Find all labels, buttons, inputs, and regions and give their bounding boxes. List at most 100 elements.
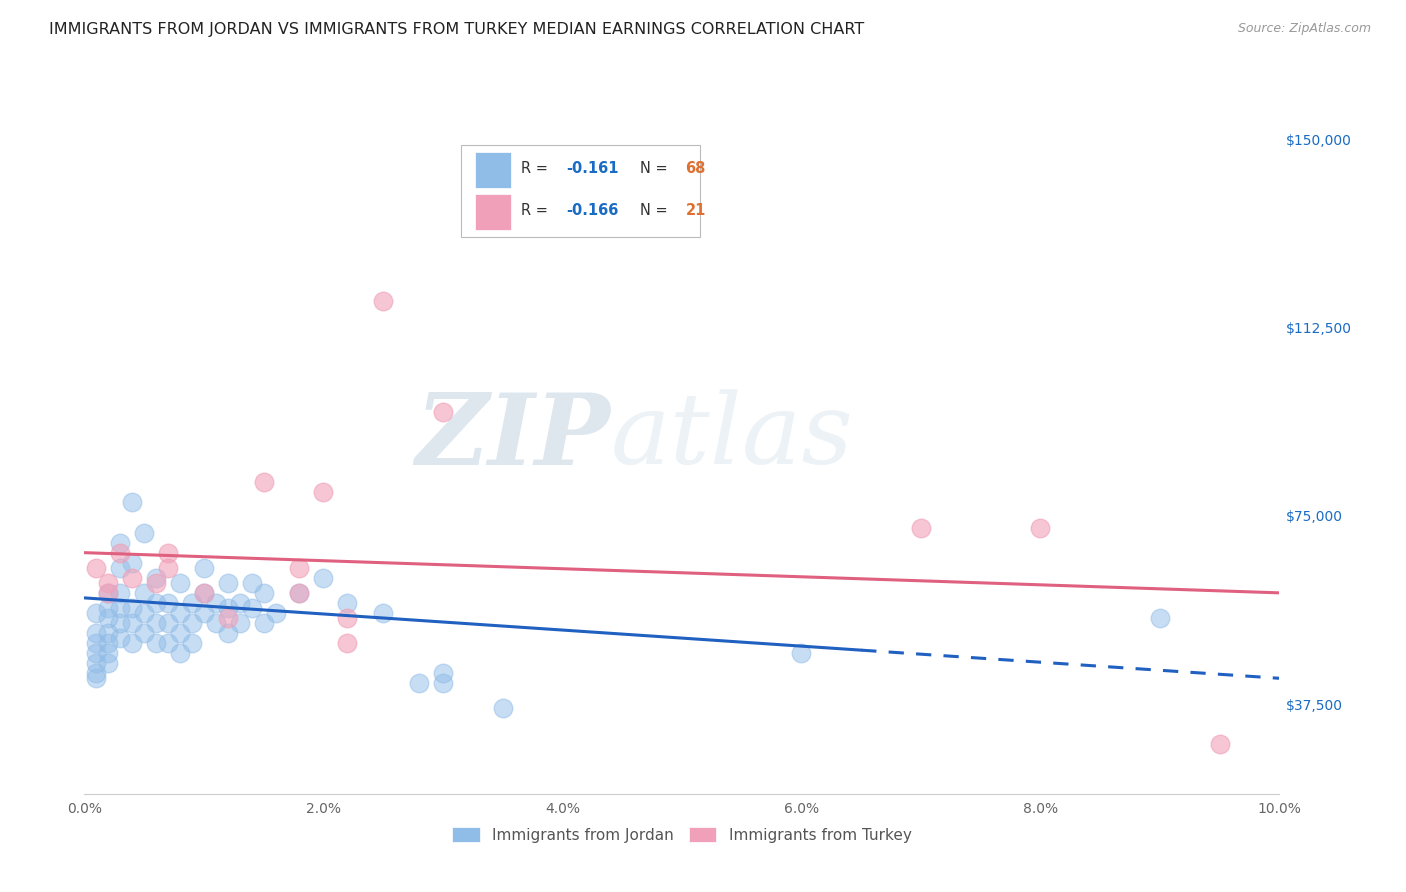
Point [288,586,311,600]
Point [121,495,143,509]
Point [97,601,120,615]
FancyBboxPatch shape [475,153,510,188]
Point [157,636,180,650]
Point [132,586,156,600]
Point [121,636,143,650]
Point [288,586,311,600]
Point [110,586,132,600]
Text: -0.161: -0.161 [567,161,619,177]
Point [492,701,515,715]
Point [121,601,143,615]
Point [121,571,143,585]
Text: R =: R = [520,161,553,177]
Point [86,606,108,620]
Point [228,596,252,610]
Text: -0.166: -0.166 [567,203,619,218]
Point [157,546,180,560]
Text: Source: ZipAtlas.com: Source: ZipAtlas.com [1237,22,1371,36]
Point [336,596,359,610]
Point [432,666,454,681]
Point [145,636,167,650]
Point [86,666,108,681]
Text: 21: 21 [686,203,706,218]
Point [145,571,167,585]
Point [910,520,932,534]
Point [288,560,311,574]
Point [97,657,120,671]
Point [205,596,228,610]
Point [336,611,359,625]
Point [312,571,335,585]
Text: IMMIGRANTS FROM JORDAN VS IMMIGRANTS FROM TURKEY MEDIAN EARNINGS CORRELATION CHA: IMMIGRANTS FROM JORDAN VS IMMIGRANTS FRO… [49,22,865,37]
Point [169,646,191,660]
Point [169,575,191,590]
Point [97,586,120,600]
Point [1149,611,1171,625]
Text: N =: N = [640,203,672,218]
Point [86,636,108,650]
Point [132,626,156,640]
Point [97,636,120,650]
Text: ZIP: ZIP [415,389,610,485]
Point [86,626,108,640]
Point [181,615,204,630]
Point [217,601,239,615]
FancyBboxPatch shape [475,194,510,230]
Point [110,560,132,574]
Point [97,586,120,600]
Point [408,676,430,690]
Text: $37,500: $37,500 [1285,699,1343,713]
Point [145,575,167,590]
Text: N =: N = [640,161,672,177]
Point [1029,520,1052,534]
Point [373,606,395,620]
Point [790,646,813,660]
Point [253,586,276,600]
Point [193,586,215,600]
Point [86,646,108,660]
Point [1209,737,1232,751]
Text: 68: 68 [686,161,706,177]
Point [97,575,120,590]
Point [110,546,132,560]
Point [181,596,204,610]
Point [205,615,228,630]
Point [86,560,108,574]
Text: atlas: atlas [610,390,853,484]
Text: $75,000: $75,000 [1285,510,1343,524]
FancyBboxPatch shape [461,145,700,237]
Point [110,601,132,615]
Point [240,575,263,590]
Legend: Immigrants from Jordan, Immigrants from Turkey: Immigrants from Jordan, Immigrants from … [444,819,920,850]
Point [432,405,454,419]
Point [169,606,191,620]
Point [312,485,335,500]
Point [97,626,120,640]
Point [121,615,143,630]
Point [110,615,132,630]
Point [169,626,191,640]
Point [193,606,215,620]
Text: $112,500: $112,500 [1285,322,1351,336]
Point [336,636,359,650]
Point [145,596,167,610]
Point [253,615,276,630]
Text: $150,000: $150,000 [1285,134,1351,147]
Point [97,611,120,625]
Point [253,475,276,490]
Point [97,646,120,660]
Point [145,615,167,630]
Point [193,560,215,574]
Point [181,636,204,650]
Point [157,615,180,630]
Point [217,575,239,590]
Text: R =: R = [520,203,553,218]
Point [217,611,239,625]
Point [193,586,215,600]
Point [110,535,132,549]
Point [240,601,263,615]
Point [132,606,156,620]
Point [264,606,287,620]
Point [157,560,180,574]
Point [132,525,156,540]
